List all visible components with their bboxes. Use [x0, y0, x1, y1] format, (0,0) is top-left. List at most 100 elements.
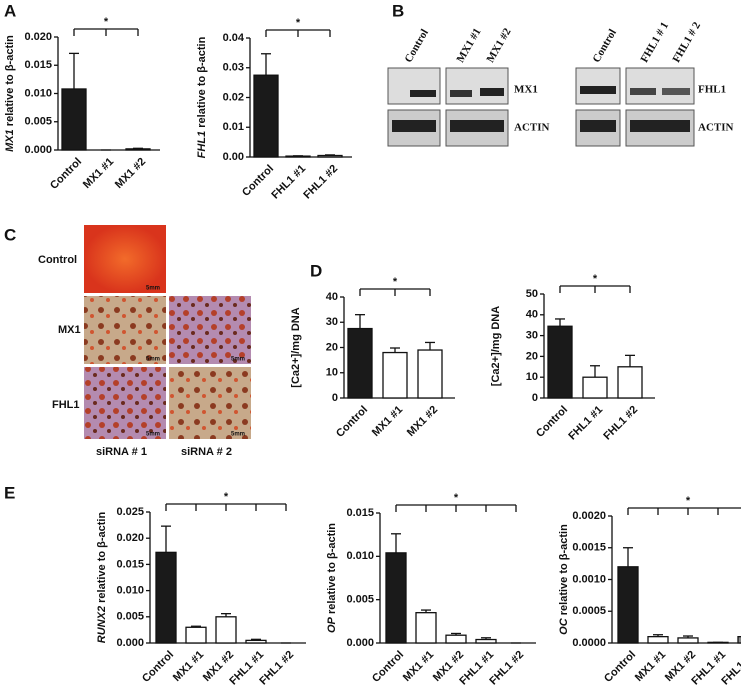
- western-blots: Control MX1 #1 MX1 #2 Control FHL1 # 1 F…: [387, 20, 734, 147]
- y-tick-label: 0.0020: [572, 510, 606, 522]
- scale-label: 5mm: [231, 432, 245, 438]
- y-axis-label: [Ca2+]/mg DNA: [290, 307, 302, 387]
- bar: [61, 88, 87, 151]
- y-tick-label: 0.02: [223, 91, 244, 103]
- bar: [253, 74, 279, 158]
- x-tick-label: MX1 #1: [370, 404, 405, 439]
- x-tick-label: MX1 #1: [633, 649, 668, 684]
- x-tick-label: MX1 #2: [405, 404, 440, 439]
- bar: [347, 327, 373, 399]
- x-tick-label: MX1 #1: [401, 649, 436, 684]
- bar: [382, 351, 408, 399]
- y-tick-label: 0.010: [116, 585, 144, 597]
- y-tick-label: 40: [326, 291, 338, 303]
- bar: [582, 376, 608, 399]
- band: [662, 88, 690, 95]
- band: [392, 120, 436, 132]
- bar: [317, 154, 343, 158]
- x-tick-label: Control: [602, 649, 638, 685]
- row-label: FHL1: [52, 399, 80, 411]
- bar: [245, 639, 267, 644]
- significance-label: *: [104, 16, 109, 28]
- lane-label: FHL1 # 1: [638, 20, 671, 65]
- bar: [617, 566, 639, 644]
- panel-label: E: [4, 483, 15, 502]
- row-label: MX1: [58, 324, 81, 336]
- significance-label: *: [454, 492, 459, 504]
- panel-label: C: [4, 225, 16, 244]
- y-tick-label: 0.005: [346, 594, 374, 606]
- bar: [155, 551, 177, 644]
- y-tick-label: 0.0005: [572, 605, 606, 617]
- significance-label: *: [593, 273, 598, 285]
- y-tick-label: 0.020: [24, 31, 52, 43]
- image: [84, 367, 166, 439]
- image: [169, 296, 251, 364]
- band: [580, 86, 616, 94]
- y-label-text: relative to β-actin: [96, 512, 108, 603]
- image: [84, 225, 166, 293]
- significance-label: *: [296, 17, 301, 29]
- band: [450, 90, 472, 97]
- band: [450, 120, 504, 132]
- x-tick-label: Control: [48, 156, 84, 192]
- column-label: siRNA # 1: [96, 446, 147, 458]
- bar: [125, 148, 151, 151]
- column-label: siRNA # 2: [181, 446, 232, 458]
- bar: [385, 552, 407, 644]
- y-tick-label: 0.000: [116, 637, 144, 649]
- y-axis-label: OC relative to β-actin: [558, 524, 570, 635]
- x-tick-label: FHL1 #1: [566, 404, 605, 443]
- y-label-text: relative to β-actin: [196, 36, 208, 127]
- y-axis-label: [Ca2+]/mg DNA: [490, 306, 502, 386]
- row-label: Control: [38, 254, 77, 266]
- stain-images: Control MX1 FHL1 siRNA # 1 siRNA # 2 5mm…: [38, 225, 251, 458]
- y-label-text: [Ca2+]/mg DNA: [290, 307, 302, 387]
- x-tick-label: MX1 #1: [171, 649, 206, 684]
- y-axis-label: OP relative to β-actin: [326, 523, 338, 633]
- x-tick-label: Control: [370, 649, 406, 685]
- y-tick-label: 0.000: [24, 144, 52, 156]
- y-tick-label: 0.000: [346, 637, 374, 649]
- row-label: MX1: [514, 84, 538, 96]
- y-label-gene: MX1: [4, 129, 16, 152]
- panel-label: D: [310, 261, 322, 280]
- y-label-gene: RUNX2: [96, 606, 108, 643]
- image: [169, 367, 251, 439]
- scale-label: 5mm: [231, 357, 245, 363]
- y-tick-label: 0.005: [116, 611, 144, 623]
- significance-label: *: [224, 491, 229, 503]
- row-label: ACTIN: [698, 122, 734, 134]
- y-tick-label: 10: [326, 367, 338, 379]
- y-tick-label: 0.0000: [572, 637, 606, 649]
- bar: [707, 641, 729, 644]
- y-tick-label: 0.0010: [572, 573, 606, 585]
- lane-label: Control: [590, 27, 619, 65]
- y-tick-label: 0.00: [223, 151, 244, 163]
- y-tick-label: 0.005: [24, 116, 52, 128]
- y-tick-label: 0.015: [24, 59, 52, 71]
- bar: [617, 366, 643, 399]
- y-tick-label: 30: [526, 330, 538, 342]
- lane-label: MX1 #1: [454, 26, 483, 65]
- y-tick-label: 0.020: [116, 532, 144, 544]
- x-tick-label: FHL1 #2: [601, 404, 640, 443]
- band: [480, 88, 504, 96]
- y-axis-label: RUNX2 relative to β-actin: [96, 512, 108, 644]
- x-tick-label: FHL1 #1: [269, 163, 308, 202]
- y-tick-label: 0.0015: [572, 542, 606, 554]
- bar: [185, 626, 207, 644]
- x-tick-label: Control: [534, 404, 570, 440]
- bar: [285, 155, 311, 158]
- y-tick-label: 0.03: [223, 62, 244, 74]
- x-tick-label: MX1 #1: [81, 156, 116, 191]
- bar: [215, 616, 237, 644]
- y-tick-label: 0: [332, 392, 338, 404]
- panel-label: B: [392, 1, 404, 20]
- y-tick-label: 50: [526, 288, 538, 300]
- y-label-text: [Ca2+]/mg DNA: [490, 306, 502, 386]
- x-tick-label: MX1 #2: [113, 156, 148, 191]
- y-tick-label: 0.010: [346, 550, 374, 562]
- panel-labels: A B C D E: [4, 1, 404, 502]
